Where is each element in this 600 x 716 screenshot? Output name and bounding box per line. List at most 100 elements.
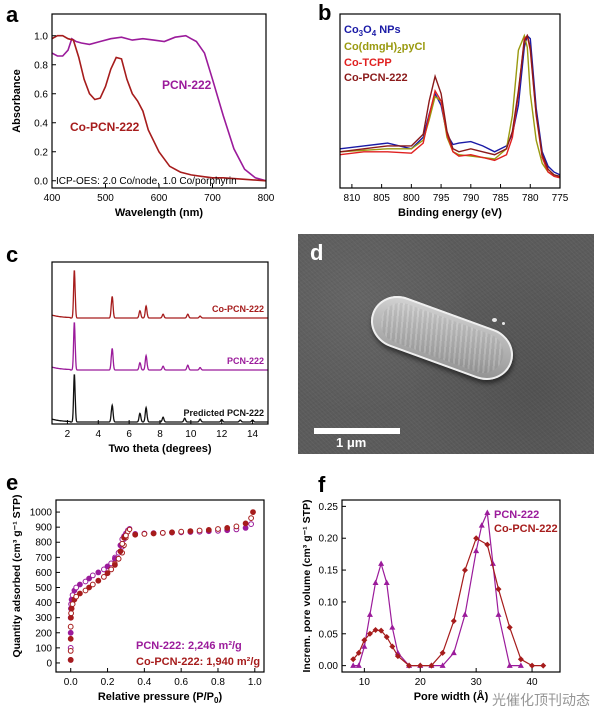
sem-small-particle xyxy=(502,322,505,325)
e-x-tick-label: 1.0 xyxy=(248,677,262,688)
b-x-tick-label: 795 xyxy=(433,193,450,204)
e-isotherm-point xyxy=(205,527,212,533)
e-y-tick-label: 100 xyxy=(35,643,52,654)
e-isotherm-point xyxy=(250,509,256,515)
f-marker-diamond xyxy=(540,662,547,669)
panel-e-frame xyxy=(55,499,265,673)
panel-letter-b: b xyxy=(318,0,331,25)
b-legend-codmgh-part: 2 xyxy=(397,46,402,55)
c-x-axis-label: Two theta (degrees) xyxy=(108,443,211,455)
e-x-tick-label: 0.8 xyxy=(211,677,225,688)
e-isotherm-point xyxy=(67,629,74,636)
a-y-tick-label: 0.2 xyxy=(34,147,48,158)
e-isotherm-point xyxy=(67,635,74,642)
e-isotherm-point xyxy=(248,515,255,521)
e-isotherm-point xyxy=(169,529,175,536)
f-marker-triangle xyxy=(473,547,480,554)
e-isotherm-point xyxy=(101,574,107,580)
f-marker-triangle xyxy=(389,624,396,630)
e-isotherm-point xyxy=(67,648,74,654)
e-y-tick-label: 300 xyxy=(35,613,52,624)
e-isotherm-point xyxy=(108,566,115,573)
a-y-tick-label: 0.0 xyxy=(34,176,48,187)
e-isotherm-point xyxy=(86,584,92,591)
e-y-tick-label: 700 xyxy=(35,553,52,564)
e-isotherm-point xyxy=(95,569,102,576)
b-legend-codmgh-part: Co(dmgH) xyxy=(344,41,397,53)
f-legend-co-pcn222: Co-PCN-222 xyxy=(494,523,558,535)
f-marker-diamond xyxy=(495,586,502,593)
f-marker-triangle xyxy=(450,649,457,656)
f-marker-diamond xyxy=(361,637,368,644)
e-x-tick-label: 0.6 xyxy=(174,677,188,688)
f-y-tick-label: 0.20 xyxy=(319,534,339,545)
e-y-tick-label: 200 xyxy=(35,628,52,639)
a-x-tick-label: 800 xyxy=(258,193,275,204)
e-isotherm-point xyxy=(68,610,74,617)
e-isotherm-point xyxy=(112,562,118,568)
b-legend-co3o4-part: O xyxy=(363,24,372,36)
e-isotherm-point xyxy=(141,531,148,537)
f-x-tick-label: 10 xyxy=(359,677,371,688)
b-x-tick-label: 775 xyxy=(552,193,569,204)
e-isotherm-point xyxy=(150,530,157,537)
c-pattern-line xyxy=(51,322,268,371)
sem-micrograph: d 1 μm xyxy=(298,234,594,454)
e-isotherm-point xyxy=(248,521,255,527)
a-series-line xyxy=(51,34,267,182)
panel-c-frame xyxy=(51,261,269,425)
c-pattern-label: Predicted PCN-222 xyxy=(183,408,264,418)
e-isotherm-point xyxy=(132,531,139,538)
e-isotherm-point xyxy=(178,528,185,535)
e-x-tick-label: 0.4 xyxy=(137,677,151,688)
a-x-tick-label: 400 xyxy=(44,193,61,204)
f-marker-diamond xyxy=(450,618,457,625)
f-marker-triangle xyxy=(495,611,502,617)
e-isotherm-point xyxy=(86,575,92,582)
b-x-tick-label: 800 xyxy=(403,193,420,204)
f-marker-triangle xyxy=(378,560,385,566)
a-label-co-pcn222: Co-PCN-222 xyxy=(70,120,140,134)
e-x-axis-label-sub: 0 xyxy=(214,696,219,705)
e-x-axis-label: Relative pressure (P/P0) xyxy=(98,691,223,705)
e-isotherm-point xyxy=(115,555,122,562)
e-isotherm-point xyxy=(123,532,129,539)
f-x-axis-label: Pore width (Å) xyxy=(414,690,489,703)
a-x-axis-label: Wavelength (nm) xyxy=(115,207,204,219)
f-y-axis-label: Increm. pore volume (cm³ g⁻¹ STP) xyxy=(301,500,313,673)
e-isotherm-point xyxy=(82,578,89,585)
e-x-axis-label-end: ) xyxy=(218,691,222,703)
e-isotherm-point xyxy=(89,581,96,588)
b-legend-co-pcn222: Co-PCN-222 xyxy=(344,72,408,84)
f-series-line xyxy=(352,537,544,667)
f-y-tick-label: 0.25 xyxy=(319,502,339,513)
f-marker-diamond xyxy=(439,649,446,656)
e-isotherm-point xyxy=(224,525,231,531)
e-isotherm-point xyxy=(196,527,203,534)
b-x-tick-label: 810 xyxy=(344,193,361,204)
f-marker-diamond xyxy=(366,630,373,637)
e-isotherm-point xyxy=(67,657,74,663)
f-x-tick-label: 20 xyxy=(415,677,427,688)
e-isotherm-point xyxy=(104,563,111,570)
e-isotherm-point xyxy=(119,540,126,547)
b-legend-co3o4: Co3O4 NPs xyxy=(344,24,401,38)
e-isotherm-point xyxy=(159,530,166,536)
a-y-tick-label: 1.0 xyxy=(34,31,48,42)
panel-letter-a: a xyxy=(6,2,19,27)
f-marker-triangle xyxy=(489,560,496,566)
f-marker-diamond xyxy=(484,541,491,548)
a-annotation: ICP-OES: 2.0 Co/node, 1.0 Co/porphyrin xyxy=(56,176,237,187)
b-legend-co3o4-part: NPs xyxy=(376,24,400,36)
f-marker-triangle xyxy=(355,662,362,668)
b-legend-codmgh-part: pyCl xyxy=(402,41,426,53)
c-x-tick-label: 4 xyxy=(96,429,102,440)
a-label-pcn222: PCN-222 xyxy=(162,78,212,92)
f-x-tick-label: 30 xyxy=(471,677,483,688)
a-y-axis-label: Absorbance xyxy=(11,69,23,133)
f-y-tick-label: 0.15 xyxy=(319,566,339,577)
e-isotherm-point xyxy=(82,587,89,594)
f-marker-triangle xyxy=(366,611,373,617)
f-marker-diamond xyxy=(378,627,385,634)
